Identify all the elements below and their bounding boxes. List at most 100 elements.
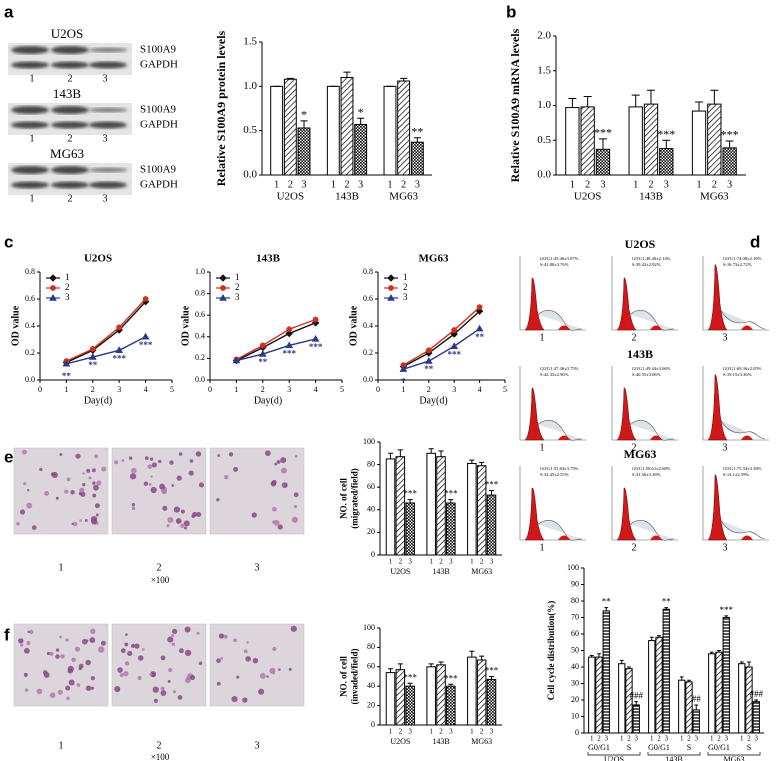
micrograph-cell	[71, 522, 75, 526]
panel-letter: f	[4, 625, 10, 644]
y-tick-label: 0.0	[25, 375, 35, 384]
bar	[588, 656, 596, 734]
point	[116, 324, 123, 331]
significance-label: ***	[447, 349, 461, 359]
micrograph-cell	[184, 626, 191, 633]
micrograph-cell	[272, 506, 277, 512]
micrograph-cell	[60, 654, 65, 659]
error-bar	[488, 676, 495, 680]
micrograph-cell	[220, 657, 224, 660]
bar-label: 2	[480, 728, 484, 736]
blot-band	[51, 121, 89, 129]
micrograph-cell	[94, 454, 99, 459]
y-tick-label: 0	[371, 550, 375, 559]
bar	[580, 106, 595, 176]
y-tick-label: 80	[367, 459, 375, 468]
blot-band	[51, 106, 89, 114]
micrograph-cell	[85, 659, 91, 666]
y-tick-label: 0.8	[195, 288, 205, 297]
flow-stat: G0/G1:69.36±2.05%	[723, 366, 762, 371]
significance-label: **	[602, 597, 612, 607]
flow-cell-line: MG63	[624, 447, 657, 461]
flow-g1-peak	[524, 387, 545, 441]
micrograph-magnification: ×100	[151, 752, 170, 761]
bar	[383, 85, 397, 176]
error-bar	[407, 499, 413, 504]
y-tick-label: 80	[571, 596, 579, 605]
blot-band	[11, 61, 49, 69]
x-tick-label: 2	[91, 385, 95, 394]
x-tick-label: 3	[287, 385, 291, 394]
y-axis-label: (migrated/field)	[350, 468, 360, 528]
blot-lane-label: 1	[30, 133, 35, 144]
bar	[405, 685, 415, 726]
category-label: G0/G1	[588, 743, 610, 752]
flow-cell-line: U2OS	[625, 237, 656, 251]
blot-band-label: S100A9	[140, 104, 177, 116]
series-line	[236, 338, 316, 362]
y-tick-label: 40	[367, 681, 375, 690]
micrograph-cell	[233, 638, 237, 643]
panel-letter: d	[750, 232, 760, 251]
significance-label: ***	[282, 349, 296, 359]
significance-label: ***	[444, 673, 458, 683]
micrograph-cell	[93, 484, 99, 491]
series-line	[403, 306, 481, 366]
flow-stat: S:32.45±2.55%	[540, 472, 569, 477]
point	[285, 341, 294, 349]
micrograph-cell	[252, 657, 259, 664]
chart-title: 143B	[256, 253, 281, 265]
micrograph-cell	[88, 476, 92, 480]
micrograph-cell	[65, 638, 69, 642]
micrograph-cell	[55, 496, 59, 500]
micrograph-cell	[149, 457, 154, 461]
flow-g2-peak	[650, 535, 662, 540]
flow-stat: S:31.56±3.38%	[632, 472, 661, 477]
micrograph-cell	[178, 452, 183, 456]
flow-lane-label: 1	[540, 542, 545, 553]
micrograph-cell	[172, 628, 178, 634]
x-tick-label: 2	[427, 385, 431, 394]
micrograph-cell	[82, 483, 86, 487]
bar-label: 2	[627, 735, 631, 743]
micrograph-cell	[271, 479, 277, 485]
micrograph-cell	[123, 670, 129, 677]
micrograph-cell	[167, 679, 171, 683]
bar-label: 2	[657, 735, 661, 743]
significance-label: ***	[309, 342, 323, 352]
bar	[467, 656, 477, 726]
bar	[625, 668, 633, 734]
micrograph-cell	[243, 649, 248, 654]
error-bar	[604, 607, 609, 611]
point	[232, 356, 241, 364]
y-tick-label: 1.0	[537, 99, 551, 111]
micrograph-cell	[276, 460, 281, 464]
micrograph-cell	[91, 468, 96, 473]
micrograph-cell	[183, 520, 190, 527]
micrograph-cell	[152, 686, 159, 693]
bar	[467, 462, 477, 556]
point	[286, 326, 293, 333]
micrograph-cell	[180, 523, 185, 528]
micrograph-cell	[216, 681, 221, 686]
legend-label: 1	[65, 272, 70, 282]
y-tick-label: 100	[567, 563, 579, 572]
micrograph-cell	[124, 661, 130, 666]
bar-label: 2	[439, 558, 443, 566]
bar-label: 2	[712, 179, 717, 190]
micrograph-cell	[198, 661, 203, 666]
blot-band-label: GAPDH	[140, 119, 178, 131]
error-bar	[568, 98, 577, 108]
bar	[426, 452, 436, 556]
blot-band-label: GAPDH	[140, 179, 178, 191]
blot-band	[89, 121, 127, 129]
micrograph-cell	[127, 650, 133, 657]
micrograph-cell	[129, 473, 137, 480]
series-line	[403, 328, 480, 370]
error-bar	[448, 683, 454, 687]
legend-marker	[387, 274, 395, 282]
bar-label: 2	[597, 735, 601, 743]
bar-label: 3	[727, 179, 732, 190]
error-bar	[695, 101, 704, 112]
